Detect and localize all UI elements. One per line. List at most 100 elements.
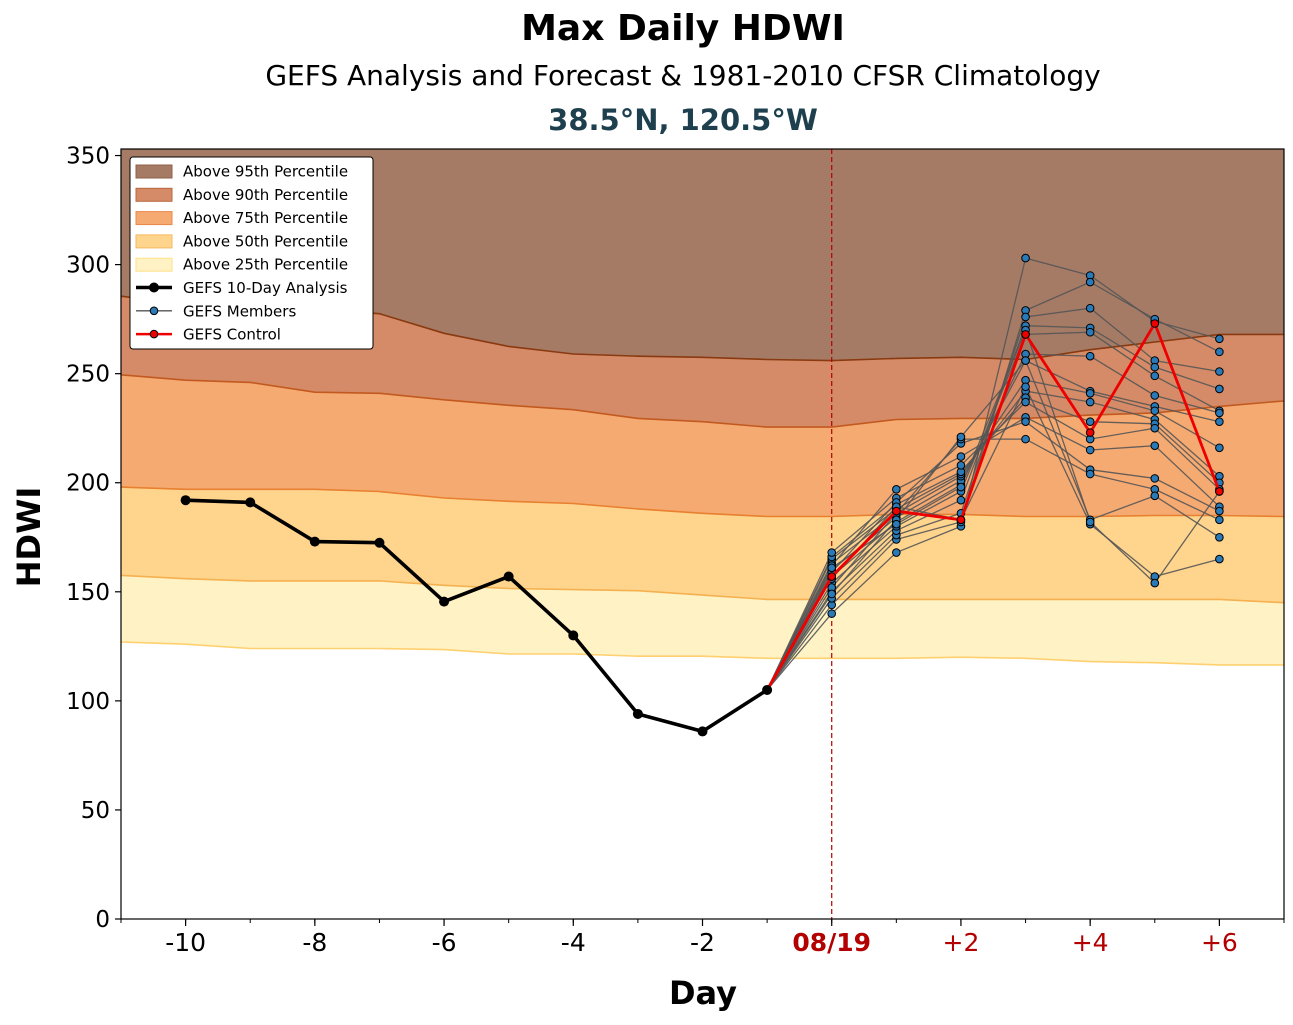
member-point	[1085, 517, 1095, 527]
member-point	[892, 548, 901, 557]
member-point	[1215, 367, 1224, 376]
chart-location: 38.5°N, 120.5°W	[548, 103, 818, 137]
analysis-point	[697, 726, 708, 737]
y-tick-label: 0	[95, 907, 110, 933]
legend-swatch	[135, 164, 173, 179]
member-line	[766, 331, 1220, 691]
member-point	[1085, 389, 1095, 398]
y-tick-label: 50	[81, 798, 110, 824]
x-tick-label: +6	[1201, 928, 1238, 957]
legend-box	[129, 156, 374, 350]
member-point	[1021, 417, 1030, 426]
member-point	[1150, 391, 1160, 400]
legend-label: GEFS 10-Day Analysis	[183, 279, 348, 297]
member-point	[1150, 362, 1160, 372]
member-point	[1215, 408, 1224, 418]
control-point	[1021, 330, 1030, 339]
member-point	[827, 589, 837, 599]
y-tick-label: 350	[66, 144, 110, 170]
legend-label: GEFS Members	[183, 302, 296, 320]
member-point	[1021, 382, 1030, 392]
x-axis: -10 -8 -6 -4 -2 08/19 +2 +4 +6	[120, 919, 1285, 957]
member-line	[766, 307, 1220, 691]
legend-label: Above 95th Percentile	[183, 163, 348, 181]
x-tick-label: -8	[302, 928, 327, 957]
legend-marker	[149, 306, 159, 316]
analysis-point	[632, 708, 643, 719]
legend-label: Above 25th Percentile	[183, 256, 348, 274]
member-point	[1021, 397, 1030, 407]
member-point	[1150, 423, 1160, 433]
legend-label: Above 90th Percentile	[183, 186, 348, 204]
member-line	[766, 438, 1220, 691]
legend-swatch	[135, 234, 173, 249]
y-axis: 0 50 100 150 200 250 300 350	[66, 144, 121, 933]
member-point	[1150, 441, 1160, 450]
control-point	[956, 515, 966, 525]
member-point	[892, 519, 901, 529]
member-point	[1085, 277, 1095, 287]
member-point	[1150, 371, 1160, 381]
member-point	[1215, 384, 1224, 394]
member-point	[827, 563, 837, 573]
analysis-point	[439, 596, 450, 607]
x-tick-label: -10	[165, 928, 206, 957]
member-point	[1150, 578, 1160, 588]
y-tick-label: 100	[66, 689, 110, 715]
legend: Above 95th Percentile Above 90th Percenti…	[129, 156, 374, 350]
x-tick-label: +2	[943, 928, 980, 957]
control-point	[1150, 319, 1160, 328]
x-tick-label: -6	[432, 928, 457, 957]
x-tick-label: -4	[561, 928, 586, 957]
x-axis-label: Day	[669, 974, 737, 1012]
y-axis-label: HDWI	[10, 487, 48, 588]
chart-title: Max Daily HDWI	[521, 8, 845, 49]
analysis-point	[245, 497, 256, 508]
x-tick-label: 08/19	[792, 928, 871, 957]
analysis-point	[309, 536, 320, 547]
member-point	[956, 452, 966, 461]
y-tick-label: 200	[66, 471, 110, 497]
member-point	[1215, 554, 1224, 564]
legend-marker	[149, 282, 159, 293]
analysis-point	[180, 495, 191, 506]
member-point	[1215, 443, 1224, 453]
member-point	[1085, 351, 1095, 361]
percentile-line	[121, 574, 1284, 604]
y-tick-label: 150	[66, 580, 110, 606]
member-point	[1085, 445, 1095, 455]
member-point	[892, 484, 901, 494]
legend-label: GEFS Control	[183, 326, 281, 344]
percentile-band	[121, 374, 1284, 517]
member-point	[827, 609, 837, 618]
member-point	[1085, 469, 1095, 479]
member-point	[1215, 532, 1224, 542]
legend-marker	[149, 329, 159, 339]
member-point	[1021, 253, 1030, 263]
member-point	[956, 432, 966, 442]
member-line	[766, 401, 1220, 691]
chart-subtitle: GEFS Analysis and Forecast & 1981-2010 C…	[265, 59, 1100, 92]
analysis-line	[185, 498, 769, 734]
member-point	[1150, 474, 1160, 483]
member-point	[827, 548, 837, 557]
member-point	[1215, 506, 1224, 516]
analysis-point	[762, 684, 773, 695]
member-point	[1021, 434, 1030, 444]
member-point	[1215, 334, 1224, 344]
member-point	[1150, 406, 1160, 416]
member-point	[1085, 303, 1095, 313]
member-point	[1215, 417, 1224, 426]
legend-label: Above 50th Percentile	[183, 232, 348, 250]
gefs-control	[765, 319, 1224, 691]
percentile-line	[121, 641, 1284, 666]
y-tick-label: 250	[66, 362, 110, 388]
member-point	[1085, 327, 1095, 337]
control-line	[765, 320, 1221, 691]
member-point	[1021, 356, 1030, 365]
percentile-band	[121, 575, 1284, 665]
gefs-analysis	[180, 495, 773, 737]
percentile-line	[121, 374, 1284, 428]
analysis-point	[568, 630, 579, 641]
member-point	[1085, 397, 1095, 407]
